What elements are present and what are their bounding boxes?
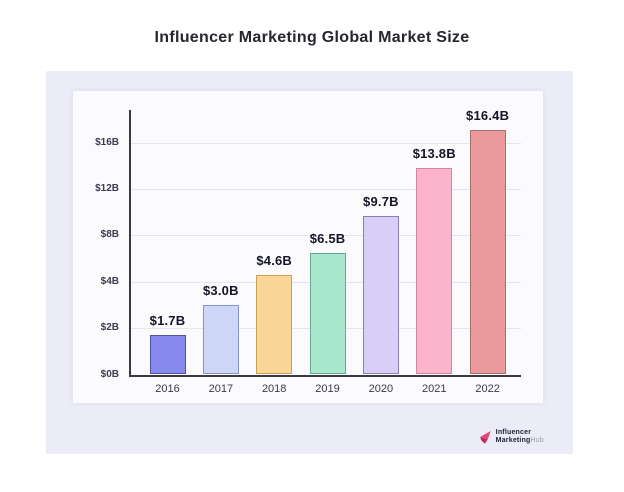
logo-text: Influencer MarketingHub: [496, 429, 544, 445]
y-tick-label: $8B: [100, 229, 119, 241]
x-tick-label-2019: 2019: [315, 382, 340, 395]
x-tick-label-2021: 2021: [422, 382, 447, 395]
bar-2021: [416, 168, 453, 375]
logo-marketing: Marketing: [495, 437, 531, 444]
value-label-2022: $16.4B: [466, 107, 510, 123]
x-axis-line: [128, 374, 521, 377]
bar-2020: [362, 215, 399, 375]
y-tick-label: $4B: [100, 275, 119, 287]
value-label-2017: $3.0B: [202, 282, 239, 298]
value-label-2019: $6.5B: [309, 230, 346, 246]
logo-line2: MarketingHub: [496, 437, 544, 445]
bar-2022: [469, 129, 506, 375]
brand-logo: Influencer MarketingHub: [478, 429, 544, 445]
x-tick-label-2016: 2016: [155, 382, 180, 395]
value-label-2016: $1.7B: [149, 313, 186, 329]
x-tick-label-2018: 2018: [261, 382, 287, 395]
x-tick-label-2020: 2020: [368, 382, 394, 395]
chart-panel: $0B $2B $4B $8B $12B $16B $1.7B $3.0B $4.6B $6.5…: [46, 71, 573, 454]
value-label-2021: $13.8B: [412, 146, 456, 162]
value-label-2018: $4.6B: [256, 252, 293, 268]
x-tick-label-2022: 2022: [475, 382, 500, 395]
y-tick-label: $16B: [95, 136, 119, 148]
page-title: Influencer Marketing Global Market Size: [154, 29, 470, 46]
gridline: [129, 235, 521, 237]
x-tick-label-2017: 2017: [208, 382, 234, 395]
gridline: [129, 188, 521, 190]
bar-chart-plot: $0B $2B $4B $8B $12B $16B $1.7B $3.0B $4.6B $6.5…: [73, 91, 543, 403]
y-axis-line: [128, 110, 131, 376]
bar-2019: [309, 252, 346, 375]
gridline: [129, 142, 521, 144]
bar-2016: [149, 335, 186, 375]
value-label-2020: $9.7B: [363, 193, 399, 209]
influencer-marketinghub-logo-icon: [479, 431, 491, 444]
y-tick-label: $0B: [100, 368, 119, 380]
bar-2018: [256, 274, 293, 375]
y-tick-label: $12B: [95, 182, 119, 194]
bar-2017: [202, 304, 239, 375]
logo-line1: Influencer: [495, 429, 532, 436]
logo-hub: Hub: [530, 437, 544, 444]
chart-card: $0B $2B $4B $8B $12B $16B $1.7B $3.0B $4.6B $6.5…: [73, 91, 543, 403]
y-tick-label: $2B: [100, 322, 119, 334]
